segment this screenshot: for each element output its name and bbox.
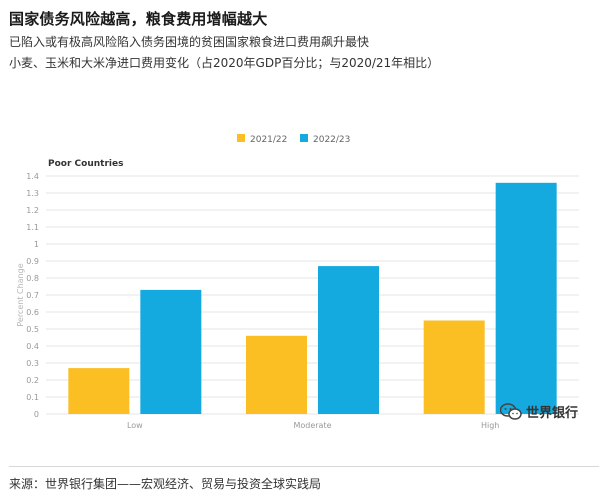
y-tick-label: 0.3 — [26, 359, 39, 368]
x-tick-label: Low — [127, 421, 143, 430]
y-tick-label: 0.8 — [26, 274, 39, 283]
chart-title: Poor Countries — [48, 159, 123, 169]
y-tick-label: 0.4 — [26, 342, 39, 351]
watermark: 世界银行 — [500, 402, 578, 421]
legend-label-1: 2021/22 — [250, 135, 287, 145]
bar-low-2 — [140, 289, 202, 414]
y-tick-label: 1 — [34, 240, 39, 249]
bar-low-1 — [68, 368, 130, 414]
y-tick-label: 0 — [34, 410, 39, 419]
source-note: 来源：世界银行集团——宏观经济、贸易与投资全球实践局 — [9, 477, 322, 491]
legend-label-2: 2022/23 — [313, 135, 350, 145]
y-tick-label: 1.3 — [26, 189, 39, 198]
bar-chart: 2021/22 2022/23 Poor Countries 0 0.1 0.2 0.3 0.… — [16, 134, 579, 430]
x-tick-label: High — [481, 421, 499, 430]
footer-divider — [9, 466, 599, 467]
y-tick-label: 0.7 — [26, 291, 39, 300]
watermark-text: 世界银行 — [526, 406, 579, 421]
y-axis-label: Percent Change — [16, 263, 25, 326]
y-tick-label: 0.2 — [26, 376, 39, 385]
legend-swatch-2 — [300, 134, 308, 142]
wechat-icon — [500, 402, 522, 420]
x-tick-label: Moderate — [293, 421, 331, 430]
bar-high-1 — [423, 320, 485, 414]
chart-container: 2021/22 2022/23 Poor Countries 0 0.1 0.2 0.3 0.… — [0, 120, 609, 440]
y-tick-label: 0.5 — [26, 325, 39, 334]
page-title: 国家债务风险越高，粮食费用增幅越大 — [9, 10, 268, 28]
bar-moderate-2 — [318, 266, 379, 414]
y-tick-label: 0.6 — [26, 308, 39, 317]
subtitle-line-1: 已陷入或有极高风险陷入债务困境的贫困国家粮食进口费用飙升最快 — [9, 35, 370, 49]
subtitle-line-2: 小麦、玉米和大米净进口费用变化（占2020年GDP百分比；与2020/21年相比… — [9, 56, 440, 70]
y-tick-label: 1.2 — [26, 206, 39, 215]
y-tick-label: 0.9 — [26, 257, 39, 266]
bar-high-2 — [495, 182, 557, 414]
y-tick-label: 1.1 — [26, 223, 39, 232]
legend-swatch-1 — [237, 134, 245, 142]
y-tick-label: 1.4 — [26, 172, 39, 181]
bar-moderate-1 — [246, 335, 307, 414]
y-tick-label: 0.1 — [26, 393, 39, 402]
